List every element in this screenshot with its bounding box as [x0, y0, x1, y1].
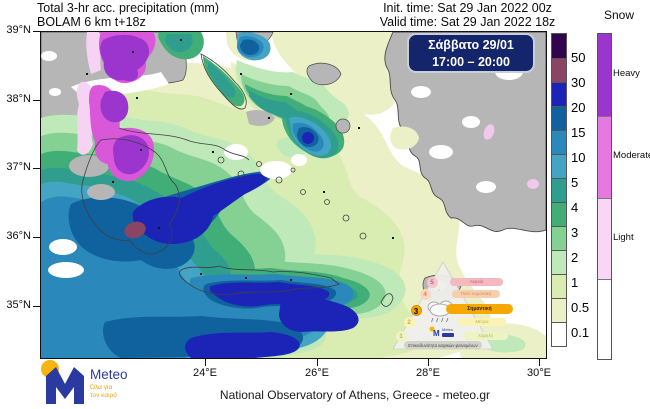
lat-label: 36°N: [6, 230, 31, 242]
hazard-pyramid-triangle: Επικινδυνότητα καιρικών φαινομένων M Met…: [392, 261, 494, 350]
attribution: National Observatory of Athens, Greece -…: [219, 388, 491, 402]
lat-tick: [33, 306, 40, 307]
precip-threshold-label: 30: [571, 75, 586, 90]
lon-label: 26°E: [305, 367, 329, 379]
precip-threshold-label: 0.1: [571, 325, 590, 340]
hazard-level-badge: 3: [410, 304, 422, 316]
map-graphic: [41, 32, 546, 358]
precip-band: [552, 106, 566, 130]
precip-band: [552, 226, 566, 250]
lat-tick: [33, 31, 40, 32]
lon-tick: [317, 359, 318, 366]
snow-intensity-label: Moderate: [613, 150, 650, 161]
precip-threshold-label: 2: [571, 250, 579, 265]
lat-label: 35°N: [6, 299, 31, 311]
hazard-level-pill: Χαμηλή: [463, 332, 508, 340]
precip-band: [552, 322, 566, 346]
hazard-level-pill: Σημαντική: [446, 304, 513, 314]
run-times: Init. time: Sat 29 Jan 2022 00z Valid ti…: [340, 1, 595, 29]
logo-m-icon: [46, 367, 84, 404]
precip-colorbar: [551, 33, 567, 347]
precipitation-map: [40, 31, 547, 359]
snow-band: [598, 279, 611, 359]
snow-band: [598, 116, 611, 198]
precip-threshold-label: 10: [571, 150, 586, 165]
hazard-level-pill: Ακραία: [450, 278, 503, 286]
meteo-logo-graphic: Meteo Όλα για τον καιρό: [41, 360, 128, 404]
svg-text:τον καιρό: τον καιρό: [90, 391, 117, 399]
svg-text:Meteo: Meteo: [442, 327, 454, 332]
precip-band: [552, 154, 566, 178]
lat-tick: [33, 168, 40, 169]
pyramid-mini-logo: M Meteo: [429, 326, 454, 338]
hazard-level-badge: 5: [426, 276, 438, 288]
hazard-level-badge: 1: [395, 330, 407, 342]
precip-threshold-label: 50: [571, 50, 586, 65]
precip-threshold-label: 0.5: [571, 300, 590, 315]
precip-band: [552, 34, 566, 58]
hazard-level-badge: 4: [419, 288, 431, 300]
lon-tick: [205, 359, 206, 366]
lon-label: 30°E: [527, 367, 551, 379]
lat-tick: [33, 237, 40, 238]
precip-threshold-label: 5: [571, 175, 579, 190]
lon-tick: [428, 359, 429, 366]
svg-text:M: M: [433, 329, 440, 338]
title-line1: Total 3-hr acc. precipitation (mm): [37, 1, 220, 15]
precip-band: [552, 130, 566, 154]
svg-text:Όλα για: Όλα για: [89, 384, 112, 391]
hazard-pyramid: Επικινδυνότητα καιρικών φαινομένων M Met…: [388, 252, 520, 352]
precip-band: [552, 250, 566, 274]
snow-legend-title: Snow: [603, 8, 635, 22]
precip-threshold-label: 15: [571, 125, 586, 140]
init-time: Init. time: Sat 29 Jan 2022 00z: [383, 1, 552, 15]
precip-band: [552, 82, 566, 106]
precip-band: [552, 202, 566, 226]
snow-intensity-label: Heavy: [613, 68, 640, 79]
lat-label: 39°N: [6, 24, 31, 36]
snow-colorbar: [597, 33, 612, 360]
forecast-time-box: Σάββατο 29/01 17:00 – 20:00: [407, 33, 535, 73]
precip-band: [552, 178, 566, 202]
precip-threshold-label: 20: [571, 100, 586, 115]
lat-tick: [33, 100, 40, 101]
hazard-level-pill: Μέτρια: [458, 318, 506, 326]
snow-intensity-label: Light: [613, 232, 634, 243]
snow-band: [598, 198, 611, 279]
valid-time: Valid time: Sat 29 Jan 2022 18z: [379, 15, 556, 29]
map-title: Total 3-hr acc. precipitation (mm) BOLAM…: [37, 1, 219, 29]
lat-label: 37°N: [6, 161, 31, 173]
lon-label: 24°E: [193, 367, 217, 379]
forecast-date: Σάββατο 29/01: [428, 38, 514, 52]
lat-label: 38°N: [6, 93, 31, 105]
precip-band: [552, 58, 566, 82]
precip-band: [552, 274, 566, 298]
svg-text:Meteo: Meteo: [90, 367, 128, 382]
precip-threshold-label: 4: [571, 200, 579, 215]
precip-band: [552, 298, 566, 322]
forecast-hours: 17:00 – 20:00: [432, 55, 510, 69]
snow-band: [598, 34, 611, 116]
precip-threshold-label: 1: [571, 275, 579, 290]
lon-label: 28°E: [416, 367, 440, 379]
hazard-level-badge: 2: [403, 316, 415, 328]
lon-tick: [539, 359, 540, 366]
meteo-logo: Meteo Όλα για τον καιρό: [36, 358, 196, 408]
hazard-level-pill: Πολύ σημαντική: [452, 290, 500, 298]
title-line2: BOLAM 6 km t+18z: [37, 15, 146, 29]
hazard-caption-text: Επικινδυνότητα καιρικών φαινομένων: [408, 343, 477, 348]
precip-threshold-label: 3: [571, 225, 579, 240]
